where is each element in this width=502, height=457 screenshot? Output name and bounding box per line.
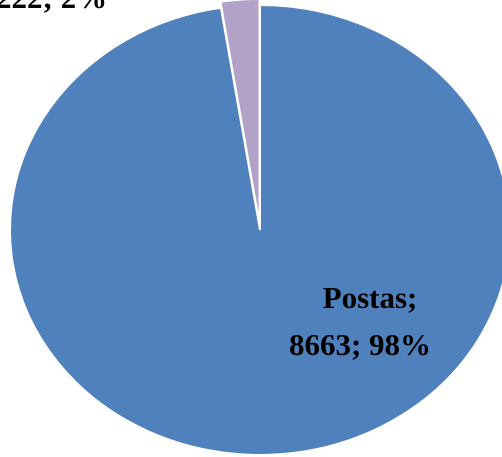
pie bbox=[9, 0, 502, 456]
slice-label: Postas; bbox=[323, 280, 418, 315]
pie-slice bbox=[219, 0, 261, 225]
slice-value-label: 8663; 98% bbox=[289, 327, 431, 362]
pie-slice bbox=[9, 3, 502, 456]
slice-value-label: 222; 2% bbox=[0, 0, 107, 15]
